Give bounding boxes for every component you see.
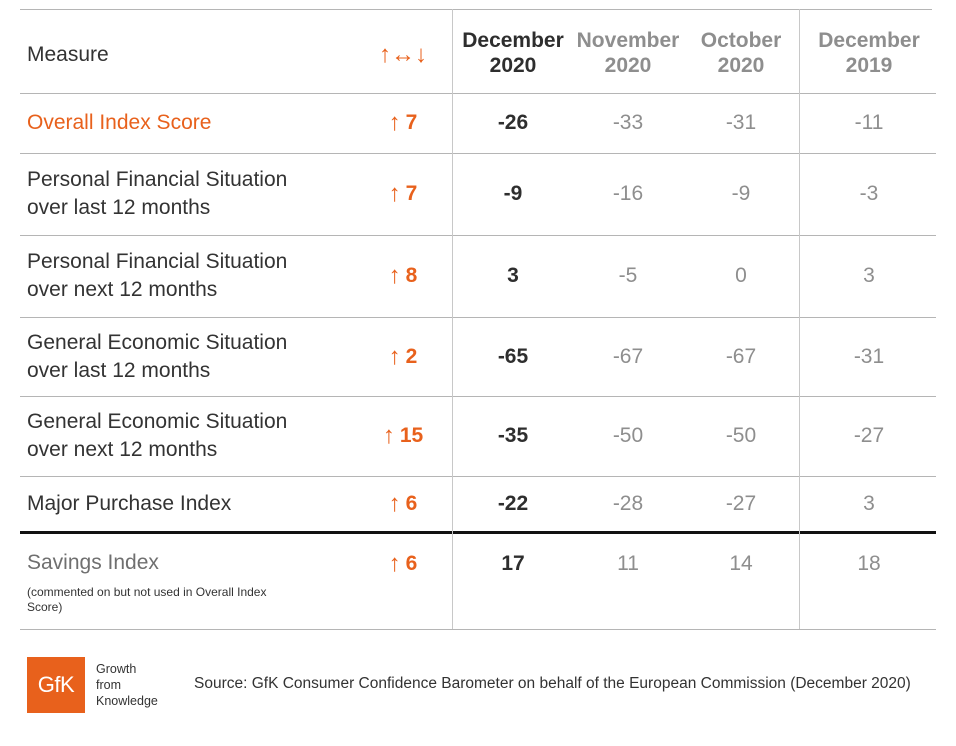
gfk-logo: GfK <box>27 657 85 713</box>
logo-tagline: Growth from Knowledge <box>96 662 158 708</box>
table-cell: -65 <box>497 344 529 368</box>
row-label-general-economic-next: General Economic Situation over next 12 m… <box>27 410 288 461</box>
table-cell: -11 <box>854 111 884 134</box>
table-cell: -33 <box>612 111 644 134</box>
change-arrows-header: ↑↔↓ <box>379 41 427 68</box>
column-header-dec-2019: December 2019 <box>818 29 920 77</box>
row-change: ↑ 8 <box>388 262 418 289</box>
table-cell: 11 <box>617 552 639 575</box>
table-cell: -35 <box>497 424 529 447</box>
row-label-savings-index: Savings Index (commented on but not used… <box>27 551 267 614</box>
table-bottom-rule <box>20 629 936 630</box>
row-change: ↑ 7 <box>388 180 418 207</box>
column-header-nov-2020: November 2020 <box>576 29 680 77</box>
table-cell: -27 <box>725 491 757 515</box>
table-cell: -9 <box>503 182 523 205</box>
gfk-logo-text: GfK <box>37 672 75 697</box>
measure-header: Measure <box>27 43 109 66</box>
table-cell: 3 <box>507 264 519 287</box>
row-change: ↑ 6 <box>388 489 418 517</box>
column-header-oct-2020: October 2020 <box>700 29 782 77</box>
row-label-personal-financial-last: Personal Financial Situation over last 12… <box>27 168 288 219</box>
table-cell: 14 <box>729 552 753 575</box>
table-cell: 3 <box>863 491 875 515</box>
row-change: ↑ 6 <box>388 550 418 577</box>
up-arrow-icon: ↑ <box>388 109 401 136</box>
table-cell: 18 <box>857 552 881 575</box>
row-label-major-purchase: Major Purchase Index <box>27 491 232 515</box>
row-divider <box>20 235 936 236</box>
row-change: ↑ 7 <box>388 109 418 136</box>
table-cell: -16 <box>612 182 644 205</box>
column-header-dec-2020: December 2020 <box>462 29 564 77</box>
row-label-personal-financial-next: Personal Financial Situation over next 12… <box>27 250 288 301</box>
savings-separator-rule <box>20 531 936 534</box>
table-cell: 17 <box>501 552 525 575</box>
header-rule <box>20 93 936 94</box>
source-note: Source: GfK Consumer Confidence Baromete… <box>194 675 911 692</box>
up-arrow-icon: ↑ <box>388 342 401 370</box>
up-arrow-icon: ↑ <box>388 550 401 577</box>
table-cell: -22 <box>497 491 529 515</box>
table-cell: -5 <box>618 264 638 287</box>
up-arrow-icon: ↑ <box>388 262 401 289</box>
table-cell: 3 <box>863 264 875 287</box>
table-cell: -50 <box>612 424 644 447</box>
row-divider <box>20 396 936 397</box>
row-label-general-economic-last: General Economic Situation over last 12 m… <box>27 330 288 382</box>
table-cell: -67 <box>725 344 757 368</box>
table-cell: -31 <box>725 111 757 134</box>
row-divider <box>20 476 936 477</box>
table-cell: -50 <box>725 424 757 447</box>
table-cell: -27 <box>853 424 885 447</box>
table-cell: -26 <box>497 111 529 134</box>
savings-index-note: (commented on but not used in Overall In… <box>27 585 267 614</box>
table-cell: -28 <box>612 491 644 515</box>
row-change: ↑ 2 <box>388 342 418 370</box>
table-cell: -67 <box>612 344 644 368</box>
row-change: ↑ 15 <box>382 422 424 449</box>
table-cell: 0 <box>735 264 747 287</box>
column-divider <box>452 9 453 629</box>
up-arrow-icon: ↑ <box>388 489 401 517</box>
table-cell: -9 <box>731 182 751 205</box>
table-cell: -31 <box>853 344 885 368</box>
up-arrow-icon: ↑ <box>382 422 395 449</box>
row-divider <box>20 153 936 154</box>
column-divider <box>799 9 800 629</box>
table-cell: -3 <box>859 182 879 205</box>
table-top-rule <box>20 9 932 10</box>
row-label-overall-index: Overall Index Score <box>27 111 212 134</box>
up-arrow-icon: ↑ <box>388 180 401 207</box>
row-divider <box>20 317 936 318</box>
